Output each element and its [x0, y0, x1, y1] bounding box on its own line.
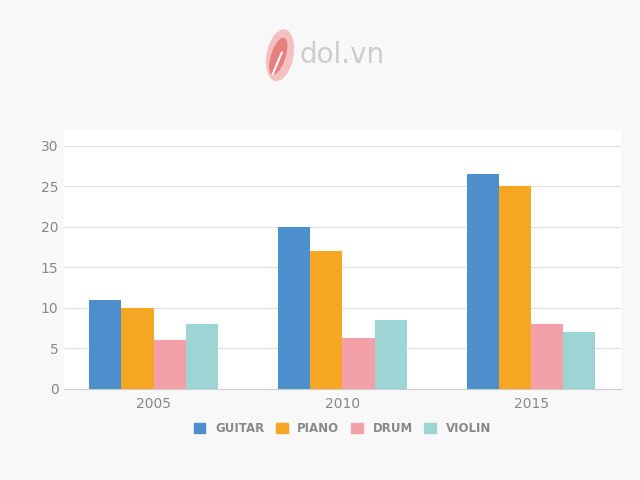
Bar: [122, 308, 154, 389]
Bar: [499, 186, 531, 389]
Bar: [342, 338, 374, 389]
Text: dol.vn: dol.vn: [300, 41, 385, 69]
Bar: [90, 300, 122, 389]
Ellipse shape: [269, 38, 287, 74]
Bar: [154, 340, 186, 389]
Legend: GUITAR, PIANO, DRUM, VIOLIN: GUITAR, PIANO, DRUM, VIOLIN: [189, 418, 496, 440]
Bar: [310, 251, 342, 389]
Bar: [531, 324, 563, 389]
Bar: [467, 174, 499, 389]
Bar: [186, 324, 218, 389]
Ellipse shape: [267, 30, 293, 80]
Bar: [374, 320, 406, 389]
Bar: [563, 332, 595, 389]
Bar: [278, 227, 310, 389]
